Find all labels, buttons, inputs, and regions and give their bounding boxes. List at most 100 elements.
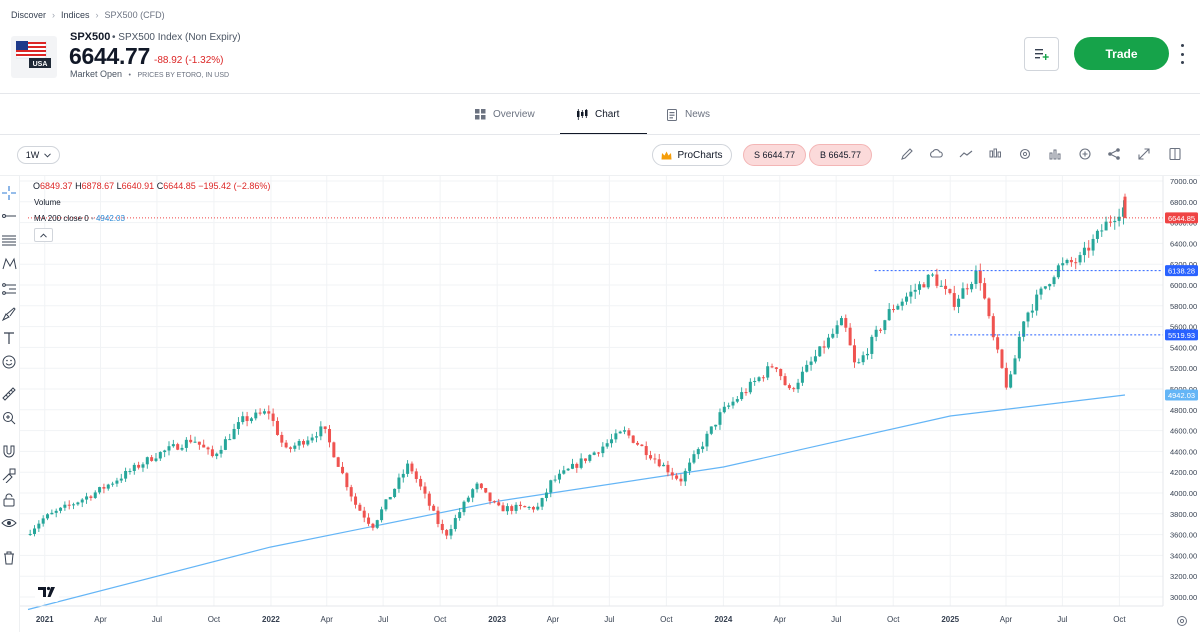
candle-up [1043, 286, 1047, 289]
toolbar-divider [0, 175, 1200, 176]
candle-down [649, 455, 653, 459]
pencil-icon[interactable] [899, 146, 915, 162]
chart-settings-icon[interactable] [1175, 614, 1189, 628]
candle-up [1104, 221, 1108, 231]
candle-up [1022, 321, 1026, 337]
candle-up [453, 518, 457, 530]
brush-icon[interactable] [1, 306, 17, 322]
candle-up [809, 361, 813, 365]
candle-up [193, 441, 197, 443]
candle-down [323, 426, 327, 429]
price-chart[interactable]: 3000.00 3200.00 3400.00 3600.00 3800.00 4000.… [20, 176, 1200, 632]
candle-up [319, 426, 323, 437]
magnet-icon[interactable] [1, 443, 17, 459]
panel-icon[interactable] [1167, 146, 1183, 162]
candle-up [128, 470, 132, 472]
lock-drawing-icon[interactable] [1, 467, 17, 483]
y-tick-label: 4400.00 [1170, 447, 1197, 456]
candle-down [89, 496, 93, 498]
candle-up [50, 512, 54, 515]
trash-icon[interactable] [1, 550, 17, 566]
plus-circle-icon[interactable] [1077, 146, 1093, 162]
close-label: C [156, 181, 164, 191]
pattern-icon[interactable] [1, 256, 17, 272]
settings-icon[interactable] [1017, 146, 1033, 162]
y-tick-label: 5400.00 [1170, 343, 1197, 352]
buy-button[interactable]: B 6645.77 [809, 144, 872, 166]
crosshair-icon[interactable] [1, 185, 17, 201]
candle-down [878, 329, 882, 331]
tab-news[interactable]: News [667, 94, 710, 135]
tab-overview[interactable]: Overview [475, 94, 535, 135]
emoji-icon[interactable] [1, 354, 17, 370]
candle-down [362, 510, 366, 518]
more-options-icon[interactable] [1177, 44, 1187, 64]
candle-down [770, 366, 774, 368]
candle-up [1026, 312, 1030, 322]
candle-up [141, 464, 145, 468]
candle-down [675, 475, 679, 479]
expand-icon[interactable] [1136, 146, 1152, 162]
zoom-icon[interactable] [1, 410, 17, 426]
candle-down [978, 270, 982, 284]
ruler-icon[interactable] [1, 386, 17, 402]
candle-up [397, 477, 401, 489]
breadcrumb-discover[interactable]: Discover [11, 10, 47, 20]
news-icon [667, 108, 677, 121]
ma-indicator-label[interactable]: MA 200 close 0 • 4942.03 [34, 214, 125, 223]
candle-up [800, 371, 804, 383]
eye-icon[interactable] [1, 515, 17, 531]
candle-up [570, 463, 574, 469]
timeframe-select[interactable]: 1W [17, 146, 60, 164]
y-tick-label: 6200.00 [1170, 260, 1197, 269]
x-tick-label: Jul [604, 615, 614, 624]
line-chart-icon[interactable] [958, 146, 974, 162]
volume-indicator-label[interactable]: Volume [34, 198, 61, 207]
y-tick-label: 5000.00 [1170, 385, 1197, 394]
x-tick-label: Jul [1057, 615, 1067, 624]
instrument-full-name-text: SPX500 Index (Non Expiry) [118, 32, 241, 43]
trade-button[interactable]: Trade [1074, 37, 1169, 70]
candle-up [909, 291, 913, 297]
candle-down [1087, 247, 1091, 251]
breadcrumb-indices[interactable]: Indices [61, 10, 90, 20]
market-status-text: Market Open [70, 69, 123, 79]
svg-text:USA: USA [33, 61, 48, 68]
text-icon[interactable] [1, 330, 17, 346]
fib-icon[interactable] [1, 232, 17, 248]
sell-button[interactable]: S 6644.77 [743, 144, 806, 166]
candle-up [1121, 207, 1125, 217]
candle-down [792, 388, 796, 390]
x-tick-label: 2021 [36, 615, 54, 624]
procharts-button[interactable]: ProCharts [652, 144, 732, 166]
candle-up [701, 446, 705, 450]
chevron-right-icon: › [95, 10, 99, 20]
candle-down [206, 447, 210, 450]
trend-line-icon[interactable] [1, 208, 17, 224]
measure-icon[interactable] [1, 281, 17, 297]
candle-down [627, 430, 631, 436]
candle-down [371, 523, 375, 528]
candle-up [1009, 374, 1013, 388]
candle-up [536, 506, 540, 510]
candle-up [236, 422, 240, 429]
cloud-icon[interactable] [928, 146, 944, 162]
unlock-icon[interactable] [1, 492, 17, 508]
candle-up [1030, 310, 1034, 313]
candle-up [1035, 294, 1039, 311]
tradingview-logo-icon[interactable] [35, 582, 59, 602]
tab-chart[interactable]: Chart [559, 94, 649, 135]
instrument-symbol: SPX500 [70, 31, 111, 43]
watchlist-button[interactable] [1024, 37, 1059, 71]
price-level-tag [1165, 265, 1198, 277]
share-icon[interactable] [1106, 146, 1122, 162]
candle-down [367, 517, 371, 524]
bar-chart-icon[interactable] [1047, 146, 1063, 162]
candles-icon [577, 109, 588, 120]
candlestick-icon[interactable] [987, 146, 1003, 162]
candle-down [354, 496, 358, 505]
collapse-legend-button[interactable] [34, 228, 53, 242]
candle-up [315, 436, 319, 438]
tab-news-label: News [685, 109, 711, 120]
candle-down [774, 367, 778, 370]
